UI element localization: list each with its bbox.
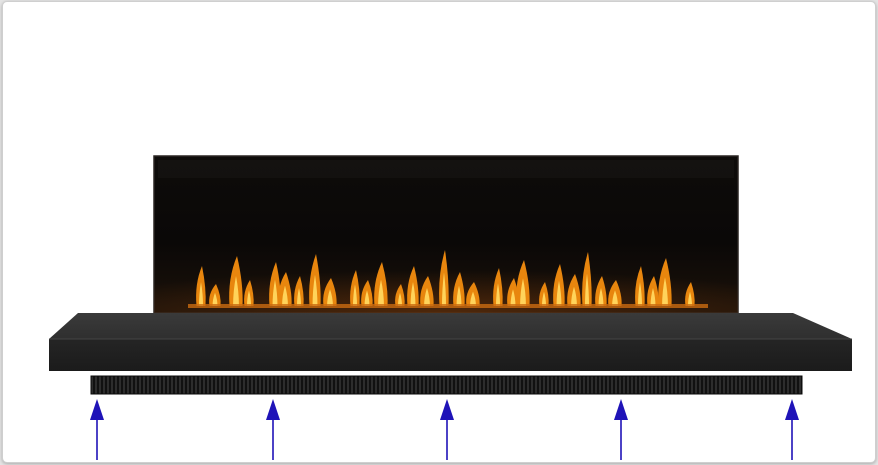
flame-core [282, 285, 288, 306]
vent-grille [90, 375, 803, 395]
flame-core [470, 291, 476, 306]
flame-core [246, 290, 252, 306]
flame-core [584, 273, 590, 306]
flame-core [352, 284, 358, 306]
flame-core [212, 292, 218, 306]
flame-core [541, 291, 547, 306]
flame-core [456, 285, 462, 306]
flame-core [571, 286, 577, 306]
flame-core [510, 289, 516, 306]
flame-core [637, 282, 643, 306]
flame-core [650, 288, 656, 306]
flame-core [296, 288, 302, 306]
flame-core [312, 274, 318, 306]
flame-core [520, 278, 526, 306]
fireplace-diagram [49, 155, 852, 460]
airflow-arrows [90, 399, 799, 460]
airflow-arrow [90, 399, 104, 460]
flame-core [198, 282, 204, 306]
flame-core [410, 282, 416, 306]
flame-core [612, 290, 618, 306]
flame-core [687, 291, 693, 306]
airflow-arrow [614, 399, 628, 460]
airflow-arrow [266, 399, 280, 460]
flame-core [397, 292, 403, 306]
flame-core [233, 276, 239, 306]
flame-core [598, 288, 604, 306]
flame-core [424, 288, 430, 306]
airflow-arrow [440, 399, 454, 460]
flame-core [662, 277, 668, 306]
burner-bed [188, 304, 708, 308]
flame-core [364, 290, 370, 306]
flame-core [556, 280, 562, 306]
flame-core [327, 289, 333, 306]
flame-row [188, 250, 708, 308]
airflow-arrow [785, 399, 799, 460]
hearth-ledge [49, 313, 852, 371]
flame-core [272, 279, 278, 306]
flame-core [495, 283, 501, 306]
flame-core [378, 279, 384, 306]
flame-core [441, 272, 447, 306]
